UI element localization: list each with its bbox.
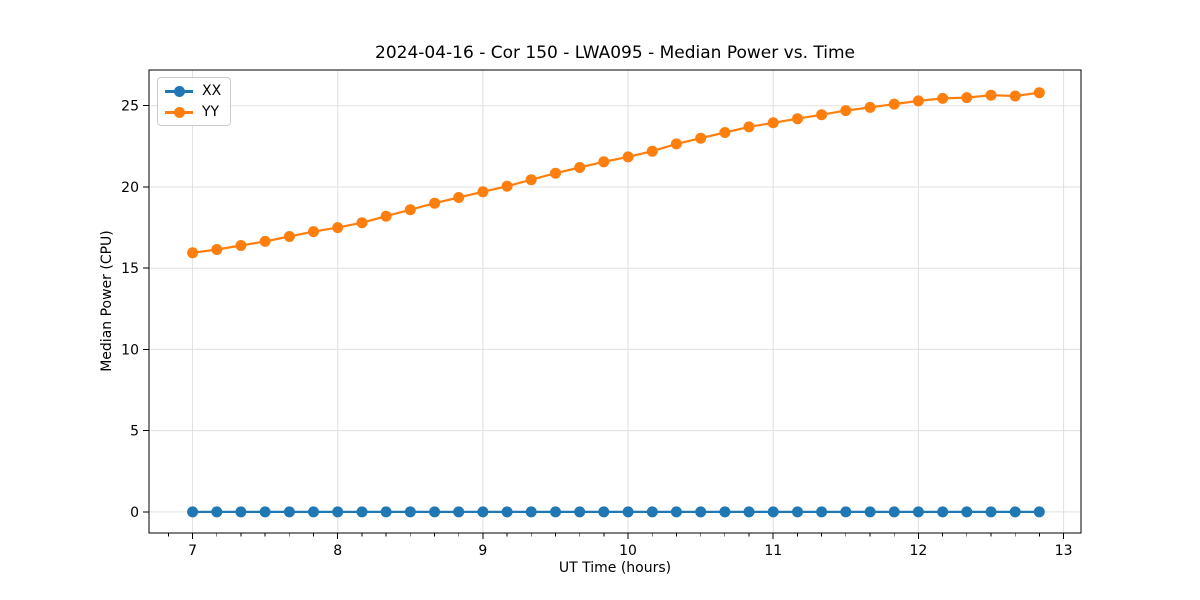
y-tick-label: 5	[130, 424, 139, 440]
data-point-XX	[550, 506, 561, 518]
data-point-XX	[646, 506, 658, 518]
data-point-YY	[670, 138, 682, 150]
chart-title: 2024-04-16 - Cor 150 - LWA095 - Median P…	[375, 43, 855, 63]
data-point-XX	[235, 506, 247, 518]
data-point-XX	[356, 506, 368, 518]
y-tick-label: 15	[121, 261, 139, 277]
data-point-XX	[961, 506, 973, 518]
data-point-XX	[525, 506, 537, 518]
data-point-YY	[767, 117, 779, 129]
data-point-XX	[985, 506, 997, 518]
data-point-YY	[550, 167, 561, 179]
data-point-YY	[961, 92, 973, 104]
x-tick-label: 7	[188, 543, 197, 559]
data-point-XX	[187, 506, 199, 518]
data-point-YY	[477, 186, 489, 198]
data-point-XX	[767, 506, 779, 518]
data-point-YY	[598, 156, 610, 168]
legend-entry-xx: XX	[165, 83, 221, 99]
data-point-YY	[792, 113, 803, 125]
data-point-XX	[501, 506, 513, 518]
x-tick-label: 8	[333, 543, 342, 559]
data-point-XX	[380, 506, 392, 518]
data-point-YY	[308, 226, 319, 238]
data-point-XX	[1009, 506, 1021, 518]
legend-label: YY	[202, 104, 220, 120]
x-axis-label: UT Time (hours)	[558, 560, 672, 576]
data-point-XX	[404, 506, 416, 518]
data-point-XX	[937, 506, 949, 518]
x-tick-label: 13	[1055, 543, 1073, 559]
data-point-XX	[477, 506, 489, 518]
data-point-YY	[888, 98, 900, 110]
data-point-XX	[888, 506, 900, 518]
data-point-YY	[187, 247, 199, 259]
data-point-XX	[308, 506, 319, 518]
y-tick-label: 20	[121, 180, 139, 196]
legend-entry-yy: YY	[165, 104, 221, 120]
data-point-YY	[574, 162, 586, 173]
legend-line-marker-icon	[165, 106, 193, 118]
data-point-YY	[864, 101, 876, 113]
data-point-XX	[598, 506, 610, 518]
data-point-YY	[695, 132, 707, 144]
data-point-XX	[574, 506, 586, 518]
data-point-XX	[453, 506, 465, 518]
legend-line-marker-icon	[165, 85, 193, 97]
data-point-XX	[840, 506, 852, 518]
data-point-YY	[840, 105, 852, 117]
data-point-YY	[1033, 87, 1045, 99]
data-point-YY	[283, 231, 295, 242]
x-tick-label: 9	[478, 543, 487, 559]
data-point-YY	[429, 197, 441, 209]
data-point-XX	[816, 506, 828, 518]
data-point-XX	[695, 506, 707, 518]
data-point-YY	[404, 204, 416, 216]
data-point-XX	[670, 506, 682, 518]
y-tick-label: 0	[130, 505, 139, 521]
data-point-XX	[283, 506, 295, 518]
series-line-YY	[191, 91, 1041, 254]
data-point-YY	[453, 192, 465, 203]
data-point-YY	[937, 92, 949, 104]
x-tick-label: 10	[619, 543, 637, 559]
data-point-XX	[719, 506, 731, 518]
legend: XX YY	[157, 77, 232, 126]
data-point-YY	[743, 121, 755, 133]
data-point-YY	[235, 240, 247, 251]
data-point-YY	[259, 235, 271, 247]
data-point-XX	[1033, 506, 1045, 518]
data-point-XX	[622, 506, 634, 518]
data-point-XX	[743, 506, 755, 518]
y-tick-label: 10	[121, 342, 139, 358]
data-point-XX	[259, 506, 271, 518]
y-tick-label: 25	[121, 99, 139, 115]
data-point-YY	[501, 180, 513, 192]
data-point-XX	[864, 506, 876, 518]
data-point-XX	[792, 506, 803, 518]
axes-border	[148, 69, 1082, 534]
x-tick-label: 11	[764, 543, 782, 559]
legend-label: XX	[202, 83, 222, 99]
data-point-YY	[816, 109, 828, 121]
data-point-XX	[211, 506, 223, 518]
data-point-YY	[211, 244, 223, 255]
data-point-YY	[525, 174, 537, 186]
data-point-XX	[429, 506, 441, 518]
data-point-YY	[985, 89, 997, 101]
data-point-YY	[646, 145, 658, 157]
data-point-YY	[622, 151, 634, 163]
x-tick-label: 12	[909, 543, 927, 559]
data-point-YY	[380, 210, 392, 222]
data-point-YY	[912, 95, 924, 107]
data-point-YY	[1009, 90, 1021, 102]
data-point-YY	[719, 127, 731, 138]
data-point-YY	[332, 222, 344, 234]
y-axis-label: Median Power (CPU)	[99, 230, 115, 372]
data-point-XX	[332, 506, 344, 518]
data-point-XX	[912, 506, 924, 518]
data-point-YY	[356, 217, 368, 229]
